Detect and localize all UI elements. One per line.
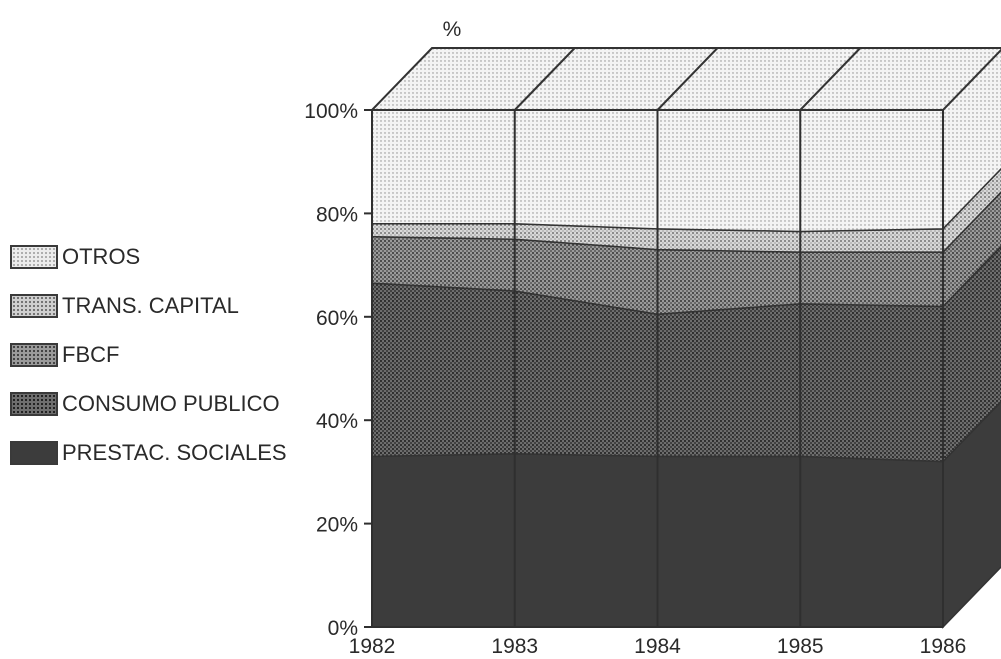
- depth-line: [514, 47, 576, 111]
- x-tick-label: 1984: [634, 635, 681, 658]
- legend: OTROS TRANS. CAPITAL FBCF CONSUMO PUBLIC…: [10, 232, 287, 477]
- legend-item-trans-capital: TRANS. CAPITAL: [10, 281, 287, 330]
- legend-swatch-consumo-publico: [10, 391, 58, 416]
- x-tick-label: 1983: [491, 635, 538, 658]
- legend-label-trans-capital: TRANS. CAPITAL: [62, 292, 239, 318]
- legend-label-consumo-publico: CONSUMO PUBLICO: [62, 390, 280, 416]
- y-tick-label: 40%: [316, 410, 358, 433]
- legend-item-prestac-sociales: PRESTAC. SOCIALES: [10, 428, 287, 477]
- legend-swatch-trans-capital: [10, 293, 58, 318]
- depth-line: [656, 47, 719, 111]
- x-axis: 1982 1983 1984 1985 1986: [349, 626, 967, 658]
- x-tick-label: 1986: [920, 635, 967, 658]
- y-tick-label: 60%: [316, 307, 358, 330]
- legend-label-prestac-sociales: PRESTAC. SOCIALES: [62, 439, 287, 465]
- legend-item-consumo-publico: CONSUMO PUBLICO: [10, 379, 287, 428]
- y-axis: 0% 20% 40% 60% 80% 100%: [304, 100, 373, 640]
- legend-item-otros: OTROS: [10, 232, 287, 281]
- y-tick-label: 80%: [316, 203, 358, 226]
- legend-label-fbcf: FBCF: [62, 341, 120, 367]
- legend-swatch-otros: [10, 244, 58, 269]
- y-axis-title: %: [443, 18, 462, 41]
- x-tick-label: 1985: [777, 635, 824, 658]
- y-tick-label: 20%: [316, 514, 358, 537]
- y-tick-label: 100%: [304, 100, 358, 123]
- depth-line: [799, 47, 861, 111]
- legend-label-otros: OTROS: [62, 243, 141, 269]
- depth-faces: [369, 47, 1001, 629]
- y-tick-label: 0%: [328, 617, 358, 640]
- x-tick-label: 1982: [349, 635, 396, 658]
- legend-swatch-prestac-sociales: [10, 440, 58, 465]
- legend-item-fbcf: FBCF: [10, 330, 287, 379]
- legend-swatch-fbcf: [10, 342, 58, 367]
